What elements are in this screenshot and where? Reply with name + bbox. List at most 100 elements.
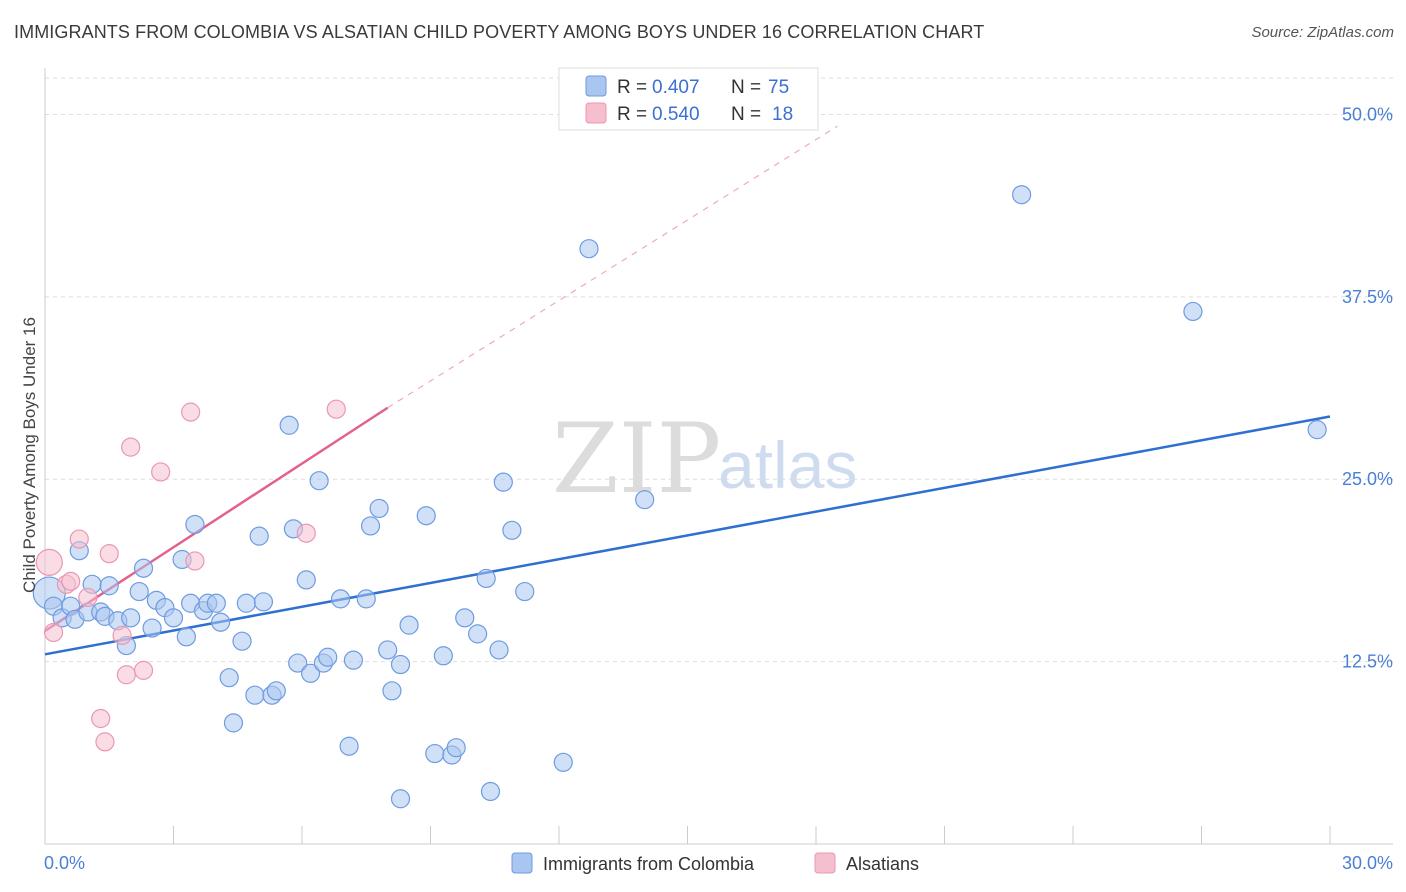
data-point [446, 738, 466, 758]
legend-swatch-colombia [585, 75, 607, 97]
data-point [433, 646, 453, 666]
data-point [112, 625, 132, 645]
data-point [553, 752, 573, 772]
data-point [455, 608, 475, 628]
legend-r-label-1: R = [617, 77, 647, 98]
data-point [296, 570, 316, 590]
data-point [1307, 420, 1327, 440]
legend-r-label-2: R = [617, 104, 647, 125]
data-point [489, 640, 509, 660]
data-point [360, 516, 381, 536]
data-point [378, 640, 398, 660]
data-point [515, 581, 535, 602]
data-point [232, 631, 252, 651]
data-point [43, 622, 64, 643]
data-point [95, 732, 115, 752]
gridlines [45, 77, 1393, 663]
data-points [32, 185, 1327, 809]
data-point [399, 615, 419, 635]
x-tick-label-min: 0.0% [44, 853, 85, 873]
watermark: ZIP atlas [552, 403, 857, 515]
legend-r-value-2: 0.540 [652, 104, 700, 125]
series-legend-swatch-alsatians [814, 852, 836, 874]
data-point [163, 608, 184, 628]
data-point [318, 647, 338, 667]
data-point [142, 618, 162, 638]
watermark-atlas: atlas [718, 428, 857, 502]
series-legend-label-colombia: Immigrants from Colombia [543, 854, 755, 874]
chart-title: IMMIGRANTS FROM COLOMBIA VS ALSATIAN CHI… [14, 22, 985, 42]
series-legend: Immigrants from Colombia Alsatians [511, 852, 919, 874]
series-1-points [35, 399, 346, 752]
legend-n-value-1: 75 [768, 77, 789, 98]
legend-n-label-2: N = [731, 104, 761, 125]
data-point [249, 526, 269, 546]
data-point [416, 506, 436, 526]
data-point [468, 624, 488, 644]
trend-line-1 [44, 406, 389, 633]
data-point [99, 544, 119, 564]
legend-n-value-2: 18 [772, 104, 793, 125]
legend-r-value-1: 0.407 [652, 77, 700, 98]
data-point [309, 471, 329, 491]
data-point [356, 589, 376, 609]
data-point [369, 498, 389, 519]
series-legend-swatch-colombia [511, 852, 533, 874]
legend-n-label-1: N = [731, 77, 761, 98]
data-point [476, 568, 496, 589]
data-point [296, 523, 316, 543]
y-tick-label: 25.0% [1342, 469, 1393, 489]
data-point [211, 612, 231, 632]
data-point [326, 399, 346, 419]
data-point [206, 593, 226, 613]
data-point [121, 608, 141, 628]
y-tick-label: 12.5% [1342, 652, 1393, 672]
y-tick-label: 50.0% [1342, 104, 1393, 124]
data-point [502, 520, 522, 540]
data-point [121, 437, 141, 457]
source-credit: Source: ZipAtlas.com [1251, 24, 1394, 41]
data-point [288, 653, 308, 673]
data-point [635, 490, 655, 510]
data-point [339, 736, 359, 756]
data-point [129, 581, 149, 602]
data-point [219, 668, 239, 688]
data-point [176, 627, 196, 647]
data-point [236, 593, 256, 613]
data-point [99, 576, 119, 596]
data-point [133, 660, 154, 680]
data-point [390, 789, 411, 809]
data-point [181, 402, 201, 422]
data-point [78, 587, 98, 608]
trend-lines [44, 125, 1331, 656]
data-point [223, 713, 244, 733]
y-tick-labels: 12.5% 25.0% 37.5% 50.0% [1342, 104, 1393, 671]
data-point [343, 650, 363, 670]
data-point [91, 708, 111, 729]
data-point [253, 592, 274, 612]
data-point [425, 743, 445, 764]
data-point [279, 415, 299, 435]
correlation-legend: R = 0.407 N = 75 R = 0.540 N = 18 [558, 67, 819, 131]
data-point [185, 514, 205, 535]
series-legend-label-alsatians: Alsatians [846, 854, 919, 874]
data-point [480, 781, 501, 802]
data-point [493, 472, 513, 492]
data-point [133, 558, 154, 578]
x-tick-label-max: 30.0% [1342, 853, 1393, 873]
data-point [185, 551, 205, 571]
data-point [330, 589, 351, 609]
series-0-points [32, 185, 1327, 809]
trend-line-0 [44, 415, 1331, 656]
data-point [245, 685, 265, 705]
data-point [116, 665, 136, 685]
data-point [1183, 301, 1203, 322]
data-point [579, 239, 599, 259]
legend-swatch-alsatians [585, 102, 607, 124]
data-point [151, 462, 171, 482]
data-point [1011, 185, 1032, 205]
data-point [61, 571, 81, 591]
data-point [69, 529, 89, 549]
data-point [382, 681, 402, 701]
